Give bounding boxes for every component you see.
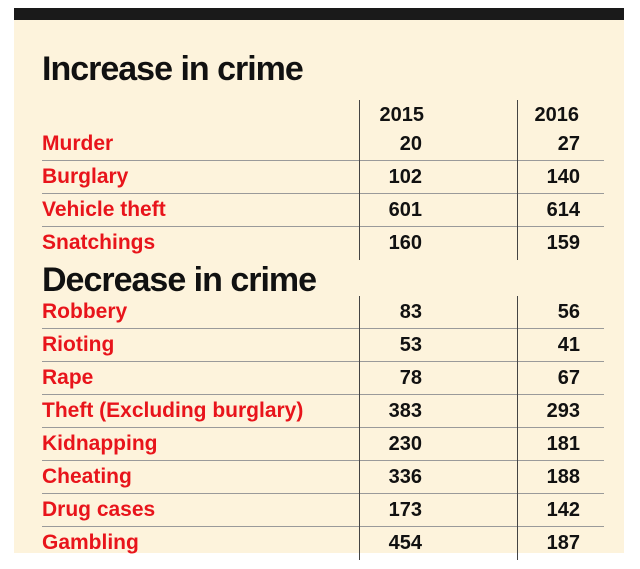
value-2015: 53	[399, 334, 422, 356]
increase-section-title: Increase in crime	[42, 50, 304, 88]
table-row: Rioting 53 41	[42, 329, 604, 362]
row-label: Rape	[42, 366, 94, 389]
value-2016: 159	[546, 232, 580, 254]
value-2015: 20	[399, 133, 422, 155]
table-row: Drug cases 173 142	[42, 494, 604, 527]
table-row: Kidnapping 230 181	[42, 428, 604, 461]
value-2015: 160	[388, 232, 422, 254]
row-label: Vehicle theft	[42, 198, 166, 221]
value-2015: 336	[388, 466, 422, 488]
row-label: Rioting	[42, 333, 115, 356]
value-2016: 293	[546, 400, 580, 422]
value-2016: 140	[546, 166, 580, 188]
value-2015: 102	[388, 166, 422, 188]
crime-table-card: Increase in crime 2015 2016 Decrease in …	[14, 8, 624, 560]
value-2016: 27	[557, 133, 580, 155]
row-label: Snatchings	[42, 231, 156, 254]
table-row: Theft (Excluding burglary) 383 293	[42, 395, 604, 428]
value-2016: 181	[546, 433, 580, 455]
column-header-2015: 2015	[379, 104, 425, 126]
row-label: Drug cases	[42, 498, 156, 521]
value-2015: 383	[388, 400, 422, 422]
value-2016: 67	[557, 367, 580, 389]
value-2016: 56	[557, 301, 580, 323]
value-2016: 142	[546, 499, 580, 521]
row-label: Theft (Excluding burglary)	[42, 399, 304, 422]
decrease-section-title: Decrease in crime	[42, 261, 317, 299]
table-row: Burglary 102 140	[42, 161, 604, 194]
value-2015: 173	[388, 499, 422, 521]
row-label: Murder	[42, 132, 114, 155]
table-row: Cheating 336 188	[42, 461, 604, 494]
table-row: Murder 20 27	[42, 128, 604, 161]
table-row: Vehicle theft 601 614	[42, 194, 604, 227]
row-label: Gambling	[42, 531, 139, 554]
value-2015: 454	[388, 532, 422, 554]
value-2016: 188	[546, 466, 580, 488]
row-label: Cheating	[42, 465, 132, 488]
value-2016: 614	[546, 199, 580, 221]
column-divider	[359, 296, 360, 560]
row-label: Robbery	[42, 300, 128, 323]
value-2015: 230	[388, 433, 422, 455]
column-divider	[517, 296, 518, 560]
value-2016: 187	[546, 532, 580, 554]
value-2015: 78	[399, 367, 422, 389]
column-header-2016: 2016	[534, 104, 580, 126]
table-row: Rape 78 67	[42, 362, 604, 395]
row-label: Kidnapping	[42, 432, 158, 455]
table-row: Gambling 454 187	[42, 527, 604, 559]
row-label: Burglary	[42, 165, 129, 188]
table-row: Robbery 83 56	[42, 296, 604, 329]
column-divider	[359, 100, 360, 260]
table-row: Snatchings 160 159	[42, 227, 604, 259]
value-2015: 83	[399, 301, 422, 323]
value-2015: 601	[388, 199, 422, 221]
value-2016: 41	[557, 334, 580, 356]
column-divider	[517, 100, 518, 260]
